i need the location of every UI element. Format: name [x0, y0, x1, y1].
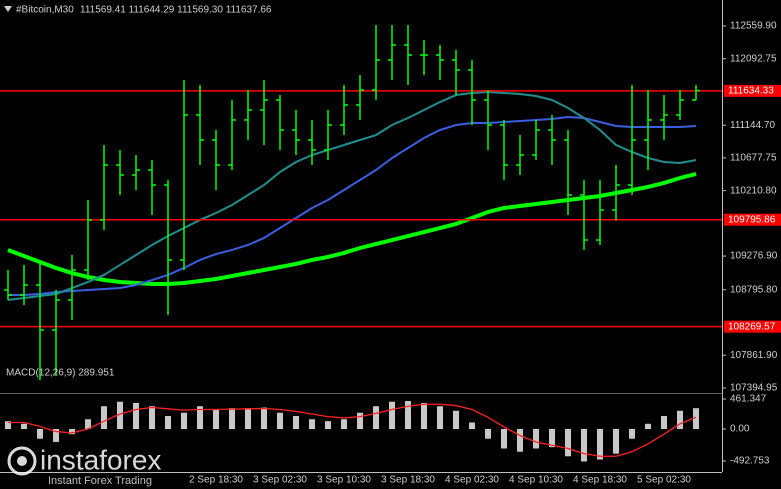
macd-bar — [37, 428, 43, 439]
watermark-tagline: Instant Forex Trading — [48, 475, 152, 487]
macd-bar — [85, 419, 91, 429]
y-tick-label: 111144.70 — [730, 120, 775, 131]
watermark-logo-dot — [17, 456, 27, 466]
macd-bar — [645, 423, 651, 429]
macd-signal — [8, 403, 697, 457]
quote: 111569.41 111644.29 111569.30 111637.66 — [80, 5, 272, 16]
macd-bar — [309, 419, 315, 429]
x-tick-label: 5 Sep 02:30 — [637, 475, 691, 486]
y-tick-label: 109276.90 — [730, 251, 778, 262]
macd-bar — [165, 415, 171, 429]
macd-bar — [597, 428, 603, 460]
macd-bar — [437, 406, 443, 429]
y-tick-label: 112559.90 — [730, 21, 777, 32]
level-label: 111634.33 — [728, 86, 774, 97]
level-label-box — [724, 84, 781, 97]
macd-bar — [405, 401, 411, 429]
macd-bar — [629, 428, 635, 439]
macd-bar — [485, 428, 491, 439]
macd-bar — [565, 428, 571, 457]
macd-bar — [373, 406, 379, 429]
x-tick-label: 3 Sep 10:30 — [317, 475, 371, 486]
macd-bar — [677, 410, 683, 429]
menu-arrow[interactable] — [4, 6, 12, 12]
macd-y-tick-label: 461.347 — [730, 394, 767, 405]
macd-bar — [197, 406, 203, 429]
macd-bar — [181, 412, 187, 429]
y-tick-label: 110210.80 — [730, 185, 777, 196]
x-tick-label: 3 Sep 02:30 — [253, 475, 307, 486]
y-tick-label: 112092.75 — [730, 53, 777, 64]
macd-bar — [533, 428, 539, 449]
macd-bar — [613, 428, 619, 454]
macd-bar — [21, 423, 27, 429]
macd-bar — [5, 421, 11, 429]
y-tick-label: 107394.95 — [730, 383, 778, 394]
macd-bar — [261, 407, 267, 429]
macd-bar — [277, 412, 283, 429]
macd-bar — [245, 408, 251, 429]
macd-bar — [117, 401, 123, 429]
macd-bar — [501, 428, 507, 449]
watermark-logo — [7, 446, 37, 476]
level-label: 109795.86 — [728, 214, 776, 225]
x-tick-label: 4 Sep 02:30 — [445, 475, 499, 486]
macd-bar — [53, 428, 59, 442]
y-tick-label: 107861.90 — [730, 350, 778, 361]
moving-average — [7, 172, 697, 287]
watermark: instaforex Instant Forex Trading — [7, 444, 161, 487]
macd-bar — [469, 422, 475, 429]
macd-bar — [325, 421, 331, 429]
macd-bar — [581, 428, 587, 462]
macd-label: MACD(12,26,9) 289.951 — [6, 368, 115, 379]
level-label-box — [724, 320, 781, 333]
macd-y-tick-label: -492.753 — [730, 456, 770, 467]
x-tick-label: 3 Sep 18:30 — [381, 475, 435, 486]
moving-average — [7, 91, 697, 301]
moving-average — [8, 116, 697, 297]
plot-layer: 112559.90 112092.75 111144.70 110677.75 1102… — [0, 21, 781, 486]
macd-bar — [389, 401, 395, 429]
x-tick-label: 2 Sep 18:30 — [189, 475, 243, 486]
macd-bar — [213, 409, 219, 429]
chart-title: #Bitcoin,M30 — [16, 5, 74, 16]
level-label-box — [724, 213, 781, 226]
macd-bar — [133, 402, 139, 429]
y-tick-label: 108795.80 — [730, 284, 778, 295]
macd-bar — [453, 410, 459, 429]
macd-bar — [229, 408, 235, 429]
macd-bar — [549, 428, 555, 448]
macd-bar — [101, 406, 107, 429]
level-label: 108269.57 — [728, 321, 776, 332]
macd-bar — [421, 402, 427, 429]
y-tick-label: 110677.75 — [730, 153, 777, 164]
watermark-brand: instaforex — [40, 444, 161, 475]
macd-y-tick-label: 0.00 — [730, 424, 750, 435]
macd-bar — [341, 419, 347, 429]
macd-bar — [517, 428, 523, 452]
macd-bar — [661, 415, 667, 429]
x-tick-label: 4 Sep 10:30 — [509, 475, 563, 486]
x-tick-label: 4 Sep 18:30 — [573, 475, 627, 486]
macd-bar — [357, 412, 363, 429]
macd-bar — [693, 408, 699, 429]
macd-bar — [69, 428, 75, 435]
macd-bar — [149, 406, 155, 429]
macd-bar — [293, 415, 299, 429]
